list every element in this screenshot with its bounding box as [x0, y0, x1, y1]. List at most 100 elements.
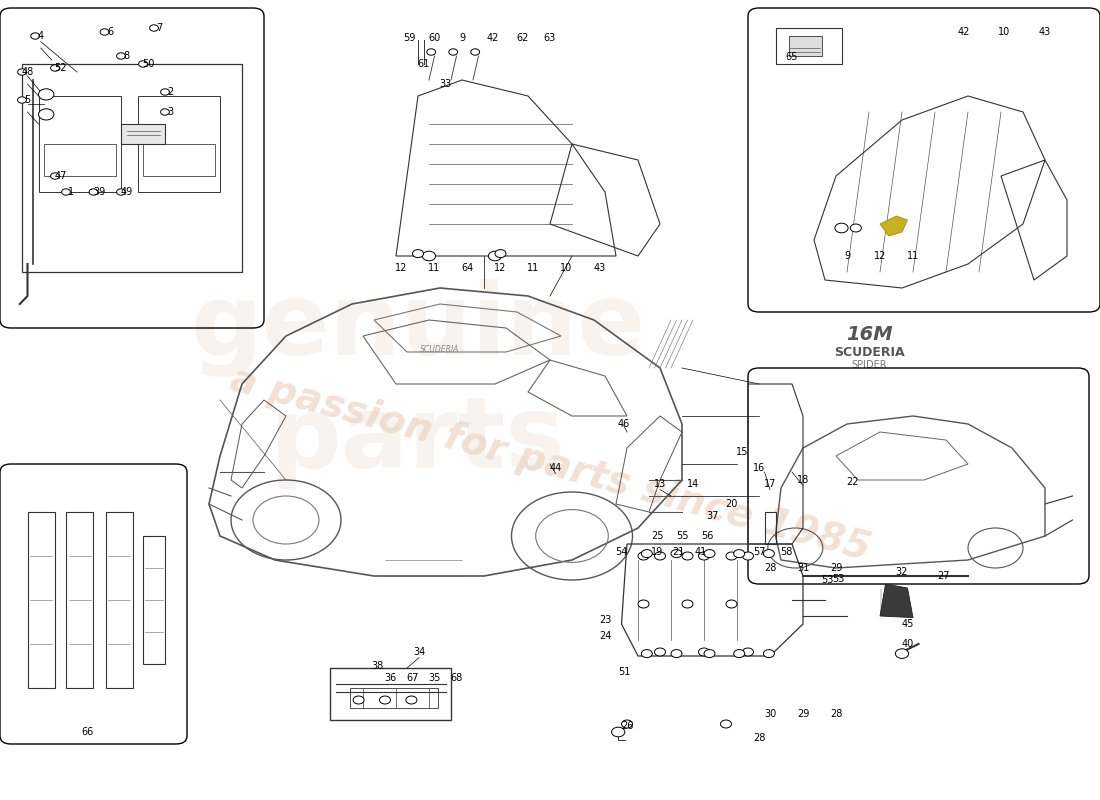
Circle shape [698, 648, 710, 656]
Bar [138, 96, 220, 192]
Circle shape [150, 25, 158, 31]
Circle shape [720, 720, 732, 728]
Circle shape [89, 189, 98, 195]
Text: 11: 11 [428, 263, 441, 273]
Circle shape [62, 189, 70, 195]
Text: 12: 12 [873, 251, 887, 261]
Text: 53: 53 [832, 574, 845, 584]
Text: 58: 58 [780, 547, 793, 557]
Circle shape [734, 650, 745, 658]
Circle shape [763, 550, 774, 558]
Bar [776, 28, 842, 64]
Text: 39: 39 [92, 187, 106, 197]
Text: 31: 31 [796, 563, 810, 573]
Text: 52: 52 [54, 63, 67, 73]
Text: 43: 43 [1038, 27, 1052, 37]
Text: 8: 8 [123, 51, 130, 61]
Circle shape [621, 720, 632, 728]
Bar [44, 144, 116, 176]
Circle shape [638, 552, 649, 560]
Circle shape [51, 65, 59, 71]
Text: 48: 48 [21, 67, 34, 77]
Circle shape [742, 648, 754, 656]
Text: 20: 20 [725, 499, 738, 509]
Text: 17: 17 [763, 479, 777, 489]
Circle shape [39, 89, 54, 100]
Text: 34: 34 [412, 647, 426, 657]
Text: 46: 46 [617, 419, 630, 429]
Text: 49: 49 [120, 187, 133, 197]
Text: 21: 21 [672, 547, 685, 557]
Text: 7: 7 [156, 23, 163, 33]
Circle shape [117, 53, 125, 59]
Polygon shape [880, 216, 907, 236]
Circle shape [612, 727, 625, 737]
Text: 29: 29 [796, 709, 810, 718]
Text: 27: 27 [937, 571, 950, 581]
Text: 43: 43 [593, 263, 606, 273]
Text: 57: 57 [752, 547, 766, 557]
Text: 33: 33 [439, 79, 452, 89]
Circle shape [100, 29, 109, 35]
Text: 56: 56 [701, 531, 714, 541]
Text: 42: 42 [486, 33, 499, 42]
Text: 6: 6 [107, 27, 113, 37]
Circle shape [698, 552, 710, 560]
Bar [330, 668, 451, 720]
Text: 64: 64 [461, 263, 474, 273]
Circle shape [427, 49, 436, 55]
Text: 3: 3 [167, 107, 174, 117]
Circle shape [835, 223, 848, 233]
Circle shape [495, 250, 506, 258]
Text: 44: 44 [549, 463, 562, 473]
Text: 22: 22 [846, 477, 859, 486]
Text: 2: 2 [167, 87, 174, 97]
Circle shape [763, 650, 774, 658]
Circle shape [654, 648, 666, 656]
Text: 41: 41 [694, 547, 707, 557]
Text: 61: 61 [417, 59, 430, 69]
Text: 9: 9 [459, 33, 465, 42]
Text: 24: 24 [598, 631, 612, 641]
Text: 23: 23 [598, 615, 612, 625]
Circle shape [117, 189, 125, 195]
Circle shape [671, 650, 682, 658]
Text: SPIDER: SPIDER [851, 360, 887, 370]
Circle shape [895, 649, 909, 658]
Text: 11: 11 [527, 263, 540, 273]
Circle shape [488, 251, 502, 261]
Text: SCUDERIA: SCUDERIA [834, 346, 904, 359]
Text: 10: 10 [998, 27, 1011, 37]
Circle shape [671, 550, 682, 558]
Text: 25: 25 [651, 531, 664, 541]
Circle shape [704, 650, 715, 658]
Text: 14: 14 [686, 479, 700, 489]
Text: 67: 67 [406, 674, 419, 683]
Text: 5: 5 [24, 95, 31, 105]
Circle shape [726, 552, 737, 560]
Text: 10: 10 [560, 263, 573, 273]
Text: SCUDERIA: SCUDERIA [420, 345, 460, 354]
Text: 30: 30 [763, 709, 777, 718]
Circle shape [39, 109, 54, 120]
Text: 36: 36 [384, 674, 397, 683]
Circle shape [161, 89, 169, 95]
Text: 1: 1 [68, 187, 75, 197]
Text: 53: 53 [821, 575, 834, 585]
Text: 16M: 16M [846, 325, 892, 344]
Text: 35: 35 [428, 674, 441, 683]
Circle shape [638, 600, 649, 608]
Text: 50: 50 [142, 59, 155, 69]
Text: 26: 26 [620, 722, 634, 731]
Circle shape [161, 109, 169, 115]
Text: 38: 38 [371, 661, 384, 670]
Text: 60: 60 [428, 33, 441, 42]
Bar [143, 144, 214, 176]
Circle shape [704, 550, 715, 558]
Text: 19: 19 [650, 547, 663, 557]
Text: 40: 40 [901, 639, 914, 649]
Text: 11: 11 [906, 251, 920, 261]
Circle shape [18, 69, 26, 75]
Circle shape [139, 61, 147, 67]
Text: 12: 12 [494, 263, 507, 273]
